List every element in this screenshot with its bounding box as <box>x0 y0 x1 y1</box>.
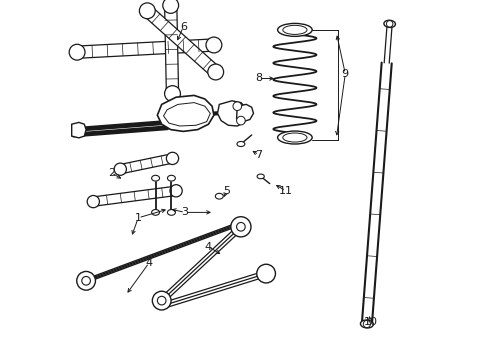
Circle shape <box>230 217 250 237</box>
Circle shape <box>236 116 244 125</box>
Ellipse shape <box>151 175 159 181</box>
Ellipse shape <box>215 193 223 199</box>
Ellipse shape <box>360 320 373 328</box>
Circle shape <box>114 163 126 175</box>
Ellipse shape <box>277 23 311 36</box>
Ellipse shape <box>167 175 175 181</box>
Ellipse shape <box>257 174 264 179</box>
Circle shape <box>164 86 180 102</box>
Circle shape <box>232 102 241 111</box>
Polygon shape <box>164 5 178 94</box>
Polygon shape <box>163 103 210 126</box>
Circle shape <box>163 0 178 13</box>
Polygon shape <box>72 122 86 138</box>
Polygon shape <box>217 101 247 126</box>
Ellipse shape <box>282 25 306 35</box>
Circle shape <box>69 44 85 60</box>
Text: 3: 3 <box>181 207 188 217</box>
Circle shape <box>386 21 392 27</box>
Circle shape <box>205 37 222 53</box>
Ellipse shape <box>237 141 244 147</box>
Text: 4: 4 <box>204 242 212 252</box>
Polygon shape <box>93 186 176 206</box>
Text: 9: 9 <box>341 69 348 79</box>
Circle shape <box>166 152 178 165</box>
Text: 5: 5 <box>223 186 229 196</box>
Text: 7: 7 <box>255 150 262 160</box>
Text: 8: 8 <box>255 73 262 84</box>
Ellipse shape <box>282 133 306 142</box>
Circle shape <box>363 320 370 328</box>
Ellipse shape <box>151 210 159 215</box>
Text: 11: 11 <box>278 186 292 196</box>
Polygon shape <box>143 6 219 77</box>
Polygon shape <box>77 39 214 58</box>
Text: 2: 2 <box>107 168 115 178</box>
Polygon shape <box>119 154 173 174</box>
Circle shape <box>170 185 182 197</box>
Circle shape <box>152 291 171 310</box>
Ellipse shape <box>383 20 395 27</box>
Circle shape <box>256 264 275 283</box>
Text: 6: 6 <box>180 22 186 32</box>
Circle shape <box>77 271 95 290</box>
Polygon shape <box>236 104 253 122</box>
Circle shape <box>207 64 223 80</box>
Circle shape <box>81 276 90 285</box>
Text: 4: 4 <box>145 258 152 268</box>
Text: 10: 10 <box>363 317 377 327</box>
Circle shape <box>139 3 155 19</box>
Circle shape <box>236 222 244 231</box>
Ellipse shape <box>167 210 175 215</box>
Circle shape <box>157 296 166 305</box>
Ellipse shape <box>277 131 311 144</box>
Polygon shape <box>157 95 213 131</box>
Text: 1: 1 <box>135 213 142 223</box>
Circle shape <box>87 195 99 208</box>
